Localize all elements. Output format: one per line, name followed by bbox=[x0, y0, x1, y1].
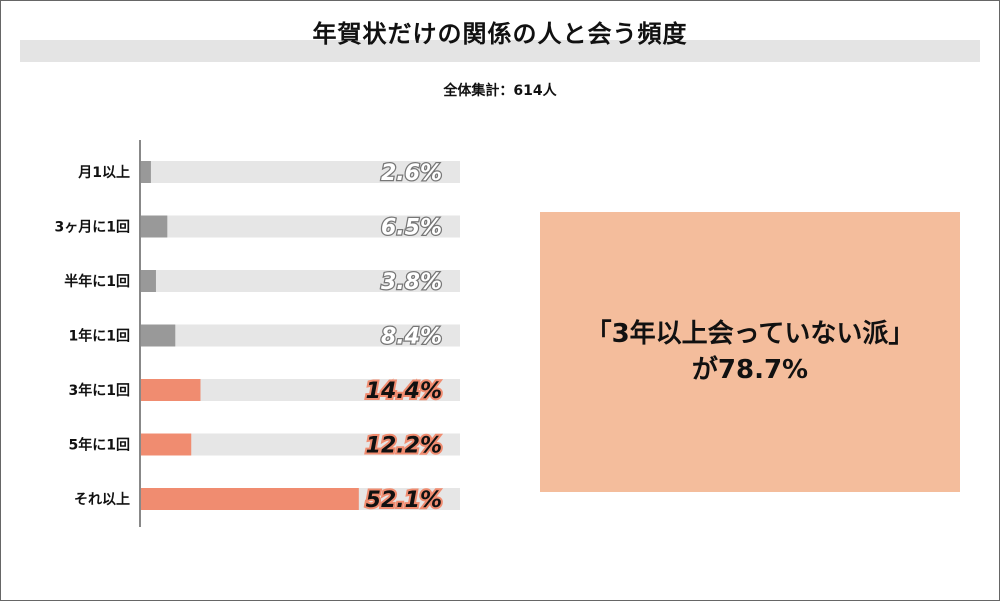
title-band bbox=[20, 40, 980, 62]
bar-track bbox=[140, 379, 460, 401]
category-label: 5年に1回 bbox=[69, 437, 130, 454]
value-label: 12.2% bbox=[366, 434, 442, 459]
bar bbox=[140, 488, 359, 510]
summary-callout: 「3年以上会っていない派」 が78.7% bbox=[540, 212, 960, 492]
value-label: 2.6% bbox=[381, 161, 442, 186]
category-label: それ以上 bbox=[74, 492, 130, 508]
bar bbox=[140, 379, 201, 401]
category-label: 半年に1回 bbox=[64, 273, 130, 290]
value-label: 8.4% bbox=[381, 325, 442, 350]
category-label: 3ヶ月に1回 bbox=[55, 220, 130, 236]
category-label: 3年に1回 bbox=[69, 382, 130, 399]
bar-track bbox=[140, 324, 460, 347]
bar bbox=[140, 215, 168, 238]
category-label: 1年に1回 bbox=[69, 328, 130, 345]
bar bbox=[140, 270, 156, 292]
bar-track bbox=[140, 433, 460, 456]
bar bbox=[140, 433, 192, 456]
category-label: 月1以上 bbox=[77, 165, 130, 181]
bar-track bbox=[140, 161, 460, 183]
bar bbox=[140, 161, 151, 183]
value-label: 6.5% bbox=[381, 216, 442, 241]
bar-track bbox=[140, 215, 460, 238]
chart-subtitle: 全体集計：614人 bbox=[443, 83, 557, 99]
value-label: 14.4% bbox=[366, 379, 442, 404]
callout-line-1: 「3年以上会っていない派」 bbox=[585, 319, 915, 349]
value-label: 52.1% bbox=[366, 488, 442, 513]
value-label: 3.8% bbox=[381, 270, 442, 295]
bar bbox=[140, 324, 176, 347]
chart-title: 年賀状だけの関係の人と会う頻度 bbox=[312, 20, 688, 48]
callout-line-2: が78.7% bbox=[691, 355, 809, 385]
bar-track bbox=[140, 270, 460, 292]
